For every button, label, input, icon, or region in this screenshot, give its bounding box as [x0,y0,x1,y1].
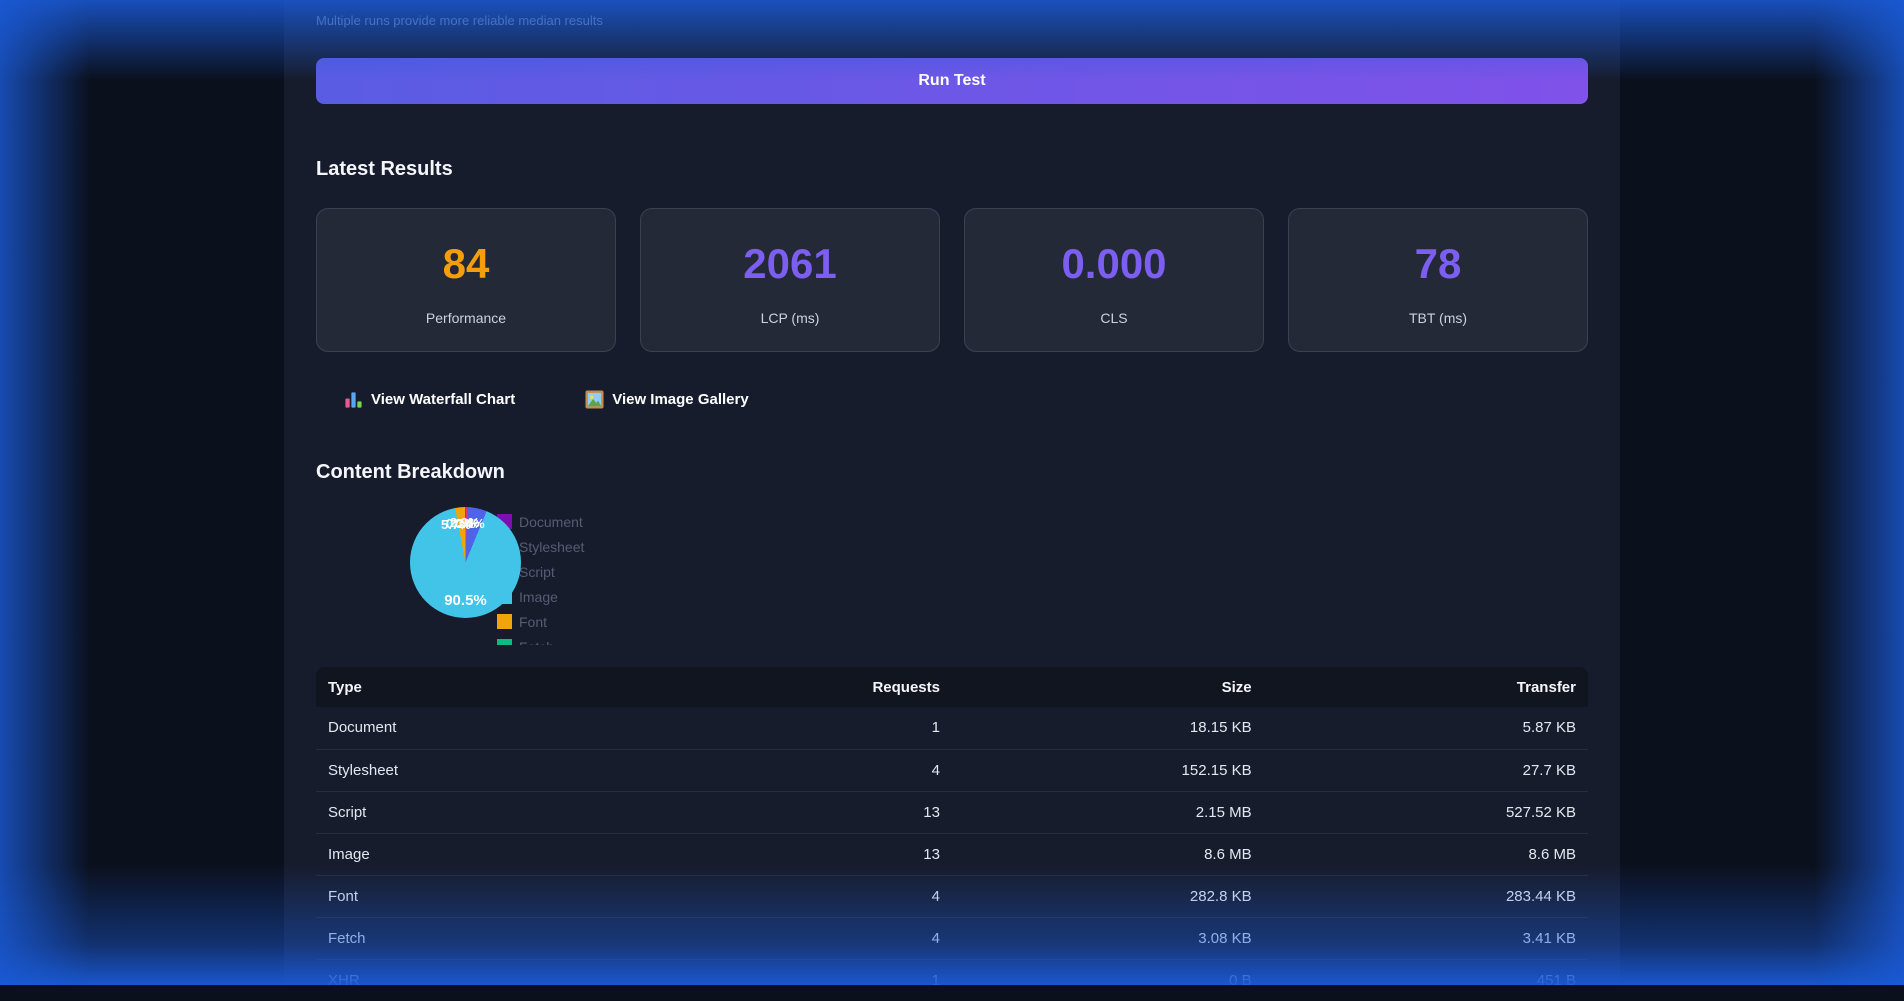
content-breakdown-heading: Content Breakdown [316,461,505,483]
table-row: Script 13 2.15 MB 527.52 KB [316,790,1588,833]
col-header-requests: Requests [723,667,952,707]
view-image-gallery-link[interactable]: View Image Gallery [585,387,749,411]
legend-item-fetch[interactable]: Fetch [497,634,584,645]
cell-transfer: 27.7 KB [1263,748,1588,791]
cell-requests: 4 [723,748,952,791]
table-row: Font 4 282.8 KB 283.44 KB [316,874,1588,917]
metric-card-performance: 84 Performance [316,208,616,352]
cell-requests: 13 [723,790,952,833]
legend-label: Image [519,588,558,605]
col-header-type: Type [316,667,724,707]
view-waterfall-chart-link[interactable]: View Waterfall Chart [344,387,515,411]
pie-slice-label: 2.9% [450,515,480,530]
legend-label: Stylesheet [519,538,585,555]
pie-main-slice-label: 90.5% [444,592,487,609]
content-breakdown-chart: Document Stylesheet Script Image Font [316,505,1588,645]
metric-card-lcp: 2061 LCP (ms) [640,208,940,352]
cell-type: Stylesheet [316,748,724,791]
col-header-transfer: Transfer [1263,667,1588,707]
metric-value: 78 [1414,240,1462,287]
cell-type: Script [316,790,724,833]
result-links: View Waterfall Chart View Image Gallery [344,387,1588,411]
cell-size: 152.15 KB [951,748,1264,791]
waterfall-chart-icon [344,390,363,409]
metric-card-tbt: 78 TBT (ms) [1288,208,1588,352]
runs-note: Multiple runs provide more reliable medi… [316,13,603,28]
latest-results-heading: Latest Results [316,158,453,180]
metric-label: TBT (ms) [1408,310,1468,326]
cell-requests: 1 [931,719,940,737]
metric-label: CLS [1100,310,1128,326]
legend-label: Script [519,563,555,580]
cell-size: 2.15 MB [951,790,1264,833]
cell-transfer: 5.87 KB [1522,719,1576,737]
cell-size: 0 B [951,958,1264,1001]
legend-item-font[interactable]: Font [497,609,584,634]
metric-card-cls: 0.000 CLS [964,208,1264,352]
table-row: Fetch 4 3.08 KB 3.41 KB [316,916,1588,959]
metric-value: 84 [442,240,490,287]
metric-value: 0.000 [1061,240,1167,287]
cell-type: Fetch [316,916,724,959]
cell-transfer: 283.44 KB [1263,874,1588,917]
cell-transfer: 527.52 KB [1263,790,1588,833]
cell-size: 3.08 KB [951,916,1264,959]
cell-requests: 4 [723,874,952,917]
legend-swatch [497,639,512,645]
col-header-size: Size [951,667,1264,707]
metric-label: Performance [425,310,507,326]
cell-requests: 13 [723,832,952,875]
link-label: View Waterfall Chart [371,390,516,408]
table-row: Stylesheet 4 152.15 KB 27.7 KB [316,748,1588,791]
breakdown-table: Type Requests Size Transfer Document 1 1… [316,667,1588,1001]
table-row: Image 13 8.6 MB 8.6 MB [316,832,1588,875]
cell-transfer: 8.6 MB [1263,832,1588,875]
page-column: Multiple runs provide more reliable medi… [284,0,1620,1001]
legend-label: Document [519,513,583,530]
cell-requests: 4 [723,916,952,959]
link-label: View Image Gallery [612,390,749,408]
content-pie: 0.1% 0.4% 5.7% 2.9% 90.5% [410,507,521,618]
cell-type: XHR [316,958,724,1001]
metric-cards: 84 Performance 2061 LCP (ms) 0.000 CLS 7… [316,208,1588,352]
cell-type: Image [316,832,724,875]
legend-label: Fetch [519,639,554,646]
cell-type: Font [316,874,724,917]
cell-transfer: 3.41 KB [1263,916,1588,959]
table-row: Document 1 18.15 KB 5.87 KB [316,707,1588,749]
cell-size: 282.8 KB [951,874,1264,917]
main-content: Multiple runs provide more reliable medi… [284,0,1620,1001]
cell-size: 8.6 MB [951,832,1264,875]
cell-type: Document [328,719,397,737]
cell-size: 18.15 KB [1189,719,1252,737]
run-test-button[interactable]: Run Test [316,58,1588,104]
image-gallery-icon [585,389,604,409]
cell-transfer: 451 B [1263,958,1588,1001]
legend-swatch [497,614,512,629]
table-header-row: Type Requests Size Transfer [316,667,1588,707]
table-row: XHR 1 0 B 451 B [316,958,1588,1001]
cell-requests: 1 [723,958,952,1001]
metric-label: LCP (ms) [760,310,820,326]
metric-value: 2061 [743,240,837,287]
legend-label: Font [519,613,548,630]
